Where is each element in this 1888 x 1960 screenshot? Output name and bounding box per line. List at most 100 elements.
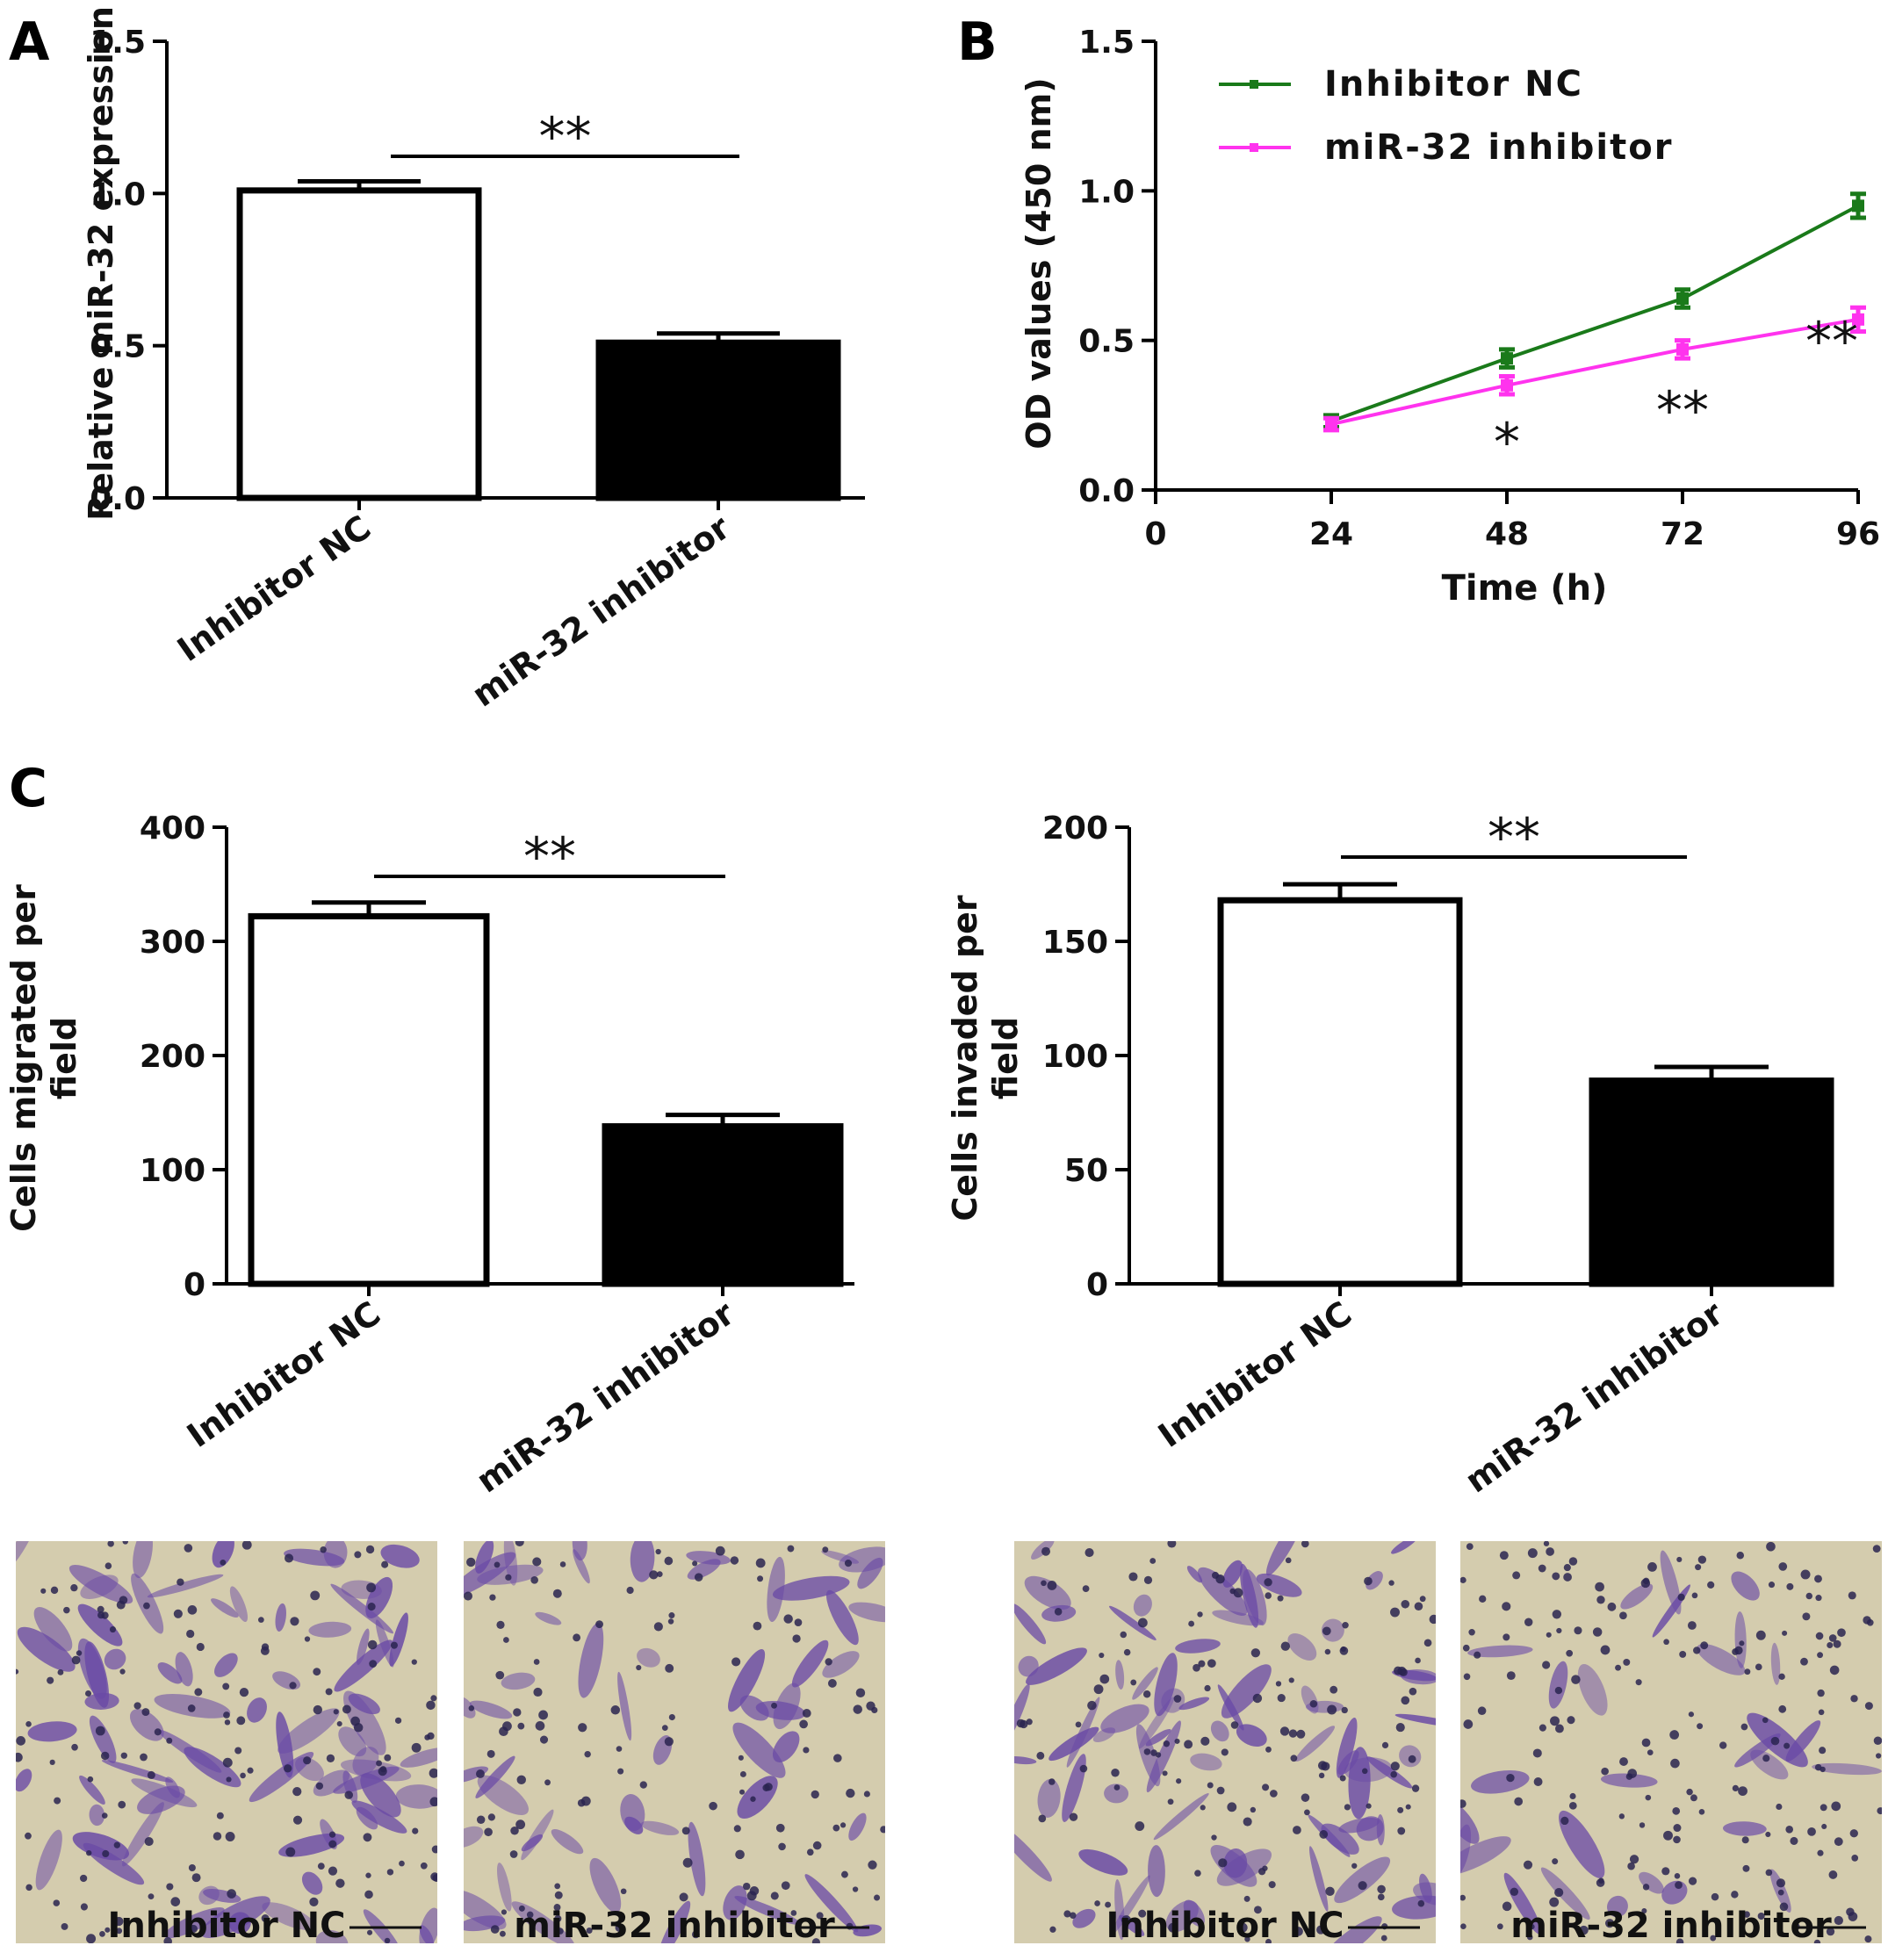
stained-cell bbox=[791, 1639, 829, 1688]
pore-nucleus bbox=[827, 1679, 837, 1688]
x-tick-label: 48 bbox=[1485, 516, 1529, 552]
pore-nucleus bbox=[516, 1775, 526, 1785]
pore-nucleus bbox=[1546, 1547, 1554, 1556]
pore-nucleus bbox=[1817, 1652, 1824, 1659]
pore-nucleus bbox=[1864, 1702, 1873, 1711]
pore-nucleus bbox=[1669, 1730, 1680, 1740]
stained-cell bbox=[723, 1885, 747, 1920]
pore-nucleus bbox=[365, 1545, 375, 1554]
stained-cell bbox=[1178, 1697, 1210, 1711]
pore-nucleus bbox=[1293, 1927, 1303, 1936]
y-tick-label: 0 bbox=[184, 1267, 205, 1303]
pore-nucleus bbox=[496, 1620, 505, 1630]
pore-nucleus bbox=[783, 1614, 793, 1624]
pore-nucleus bbox=[54, 1797, 61, 1805]
stained-cell bbox=[84, 1692, 119, 1710]
pore-nucleus bbox=[1069, 1812, 1078, 1821]
pore-nucleus bbox=[196, 1642, 205, 1652]
pore-nucleus bbox=[739, 1789, 746, 1795]
pore-nucleus bbox=[770, 1892, 779, 1900]
stained-cell bbox=[1348, 1747, 1371, 1819]
pore-nucleus bbox=[1094, 1900, 1100, 1906]
pore-nucleus bbox=[1296, 1729, 1306, 1739]
pore-nucleus bbox=[25, 1884, 32, 1892]
stained-cell bbox=[356, 1806, 378, 1830]
pore-nucleus bbox=[1318, 1772, 1325, 1779]
pore-nucleus bbox=[1563, 1573, 1572, 1582]
pore-nucleus bbox=[222, 1683, 230, 1690]
pore-nucleus bbox=[1496, 1923, 1503, 1930]
stained-cell bbox=[315, 1929, 349, 1943]
pore-nucleus bbox=[163, 1937, 172, 1943]
pore-nucleus bbox=[1766, 1541, 1776, 1552]
pore-nucleus bbox=[615, 1924, 623, 1932]
pore-nucleus bbox=[1462, 1644, 1470, 1652]
pore-nucleus bbox=[1556, 1627, 1562, 1634]
pore-nucleus bbox=[1502, 1901, 1512, 1912]
y-axis-label: Relative miR-32 expression bbox=[82, 6, 120, 521]
pore-nucleus bbox=[1288, 1677, 1294, 1683]
pore-nucleus bbox=[104, 1927, 111, 1933]
pore-nucleus bbox=[1211, 1834, 1217, 1841]
pore-nucleus bbox=[1864, 1935, 1872, 1943]
pore-nucleus bbox=[553, 1904, 561, 1912]
pore-nucleus bbox=[1324, 1648, 1331, 1655]
pore-nucleus bbox=[261, 1914, 270, 1922]
pore-nucleus bbox=[49, 1759, 55, 1765]
pore-nucleus bbox=[1194, 1870, 1201, 1877]
pore-nucleus bbox=[1529, 1924, 1535, 1930]
pore-nucleus bbox=[97, 1605, 104, 1613]
pore-nucleus bbox=[691, 1930, 700, 1939]
stained-cell bbox=[1336, 1717, 1358, 1778]
stained-cell bbox=[464, 1889, 507, 1930]
stained-cell bbox=[475, 1755, 515, 1798]
significance-label: ** bbox=[1656, 380, 1709, 442]
pore-nucleus bbox=[1229, 1588, 1236, 1595]
stained-cell bbox=[1321, 1823, 1359, 1855]
stained-cell bbox=[589, 1857, 622, 1913]
pore-nucleus bbox=[1207, 1782, 1214, 1789]
pore-nucleus bbox=[749, 1886, 760, 1896]
pore-nucleus bbox=[16, 1736, 25, 1746]
pore-nucleus bbox=[1524, 1618, 1533, 1626]
stained-cell bbox=[1731, 1571, 1760, 1601]
pore-nucleus bbox=[366, 1929, 373, 1935]
stained-cell bbox=[16, 1541, 36, 1569]
pore-nucleus bbox=[661, 1725, 668, 1732]
pore-nucleus bbox=[304, 1636, 311, 1642]
stained-cell bbox=[27, 1721, 77, 1742]
pore-nucleus bbox=[1075, 1721, 1082, 1728]
stained-cell bbox=[1620, 1583, 1654, 1610]
stained-cell bbox=[1115, 1660, 1125, 1690]
pore-nucleus bbox=[806, 1848, 814, 1856]
pore-nucleus bbox=[122, 1541, 129, 1545]
pore-nucleus bbox=[1711, 1892, 1719, 1901]
pore-nucleus bbox=[70, 1583, 78, 1592]
pore-nucleus bbox=[778, 1842, 786, 1851]
stained-cell bbox=[464, 1696, 476, 1719]
pore-nucleus bbox=[61, 1922, 68, 1930]
stained-cell bbox=[1723, 1821, 1767, 1836]
series-line bbox=[1330, 317, 1859, 427]
micrograph-image bbox=[1460, 1541, 1882, 1943]
y-tick-label: 0 bbox=[1086, 1267, 1108, 1303]
stained-cell bbox=[1014, 1756, 1037, 1765]
pore-nucleus bbox=[1176, 1778, 1182, 1784]
y-axis-label-line: Cells invaded per bbox=[946, 895, 984, 1221]
stained-cell bbox=[1190, 1753, 1222, 1771]
data-point bbox=[1325, 418, 1337, 431]
pore-nucleus bbox=[1639, 1822, 1646, 1828]
data-point bbox=[1676, 342, 1689, 356]
pore-nucleus bbox=[1601, 1767, 1609, 1776]
pore-nucleus bbox=[1647, 1749, 1654, 1756]
pore-nucleus bbox=[344, 1791, 353, 1799]
pore-nucleus bbox=[335, 1878, 345, 1888]
pore-nucleus bbox=[1167, 1541, 1177, 1548]
pore-nucleus bbox=[1743, 1911, 1750, 1918]
stained-cell bbox=[1639, 1871, 1664, 1894]
pore-nucleus bbox=[755, 1558, 766, 1568]
stained-cell bbox=[822, 1651, 860, 1678]
stained-cell bbox=[249, 1751, 314, 1803]
pore-nucleus bbox=[1574, 1626, 1582, 1635]
pore-nucleus bbox=[1739, 1640, 1745, 1647]
